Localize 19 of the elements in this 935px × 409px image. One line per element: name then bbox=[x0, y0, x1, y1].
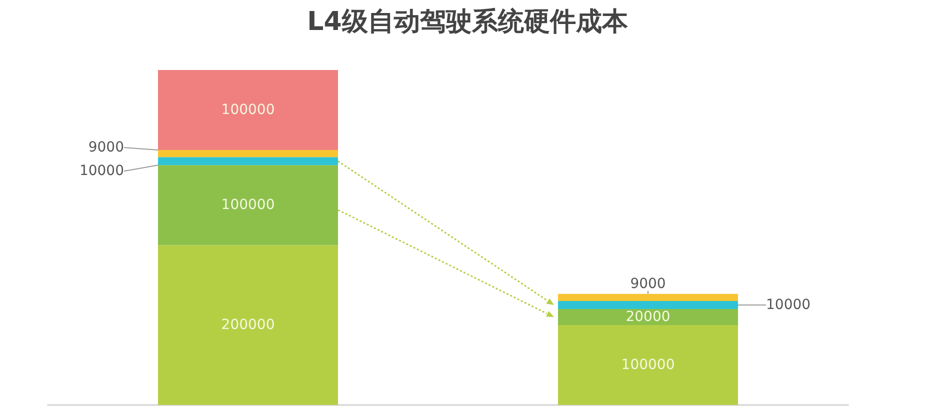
data-label: 9000 bbox=[630, 276, 666, 292]
data-label: 20000 bbox=[626, 309, 670, 326]
bar bbox=[158, 157, 338, 166]
bar bbox=[558, 309, 738, 326]
bar bbox=[558, 325, 738, 405]
data-label: 200000 bbox=[221, 317, 275, 334]
bar bbox=[158, 150, 338, 158]
data-label: 9000 bbox=[88, 140, 124, 156]
chart-title: L4级自动驾驶系统硬件成本 bbox=[307, 7, 629, 37]
data-label: 100000 bbox=[221, 197, 275, 214]
data-label: 100000 bbox=[621, 357, 675, 374]
data-label: 10000 bbox=[79, 163, 124, 180]
bar bbox=[158, 70, 338, 150]
bar bbox=[158, 165, 338, 246]
data-label: 100000 bbox=[221, 102, 275, 118]
bar bbox=[158, 245, 338, 405]
data-label: 10000 bbox=[766, 297, 811, 314]
bar bbox=[558, 294, 738, 302]
bar bbox=[558, 301, 738, 310]
